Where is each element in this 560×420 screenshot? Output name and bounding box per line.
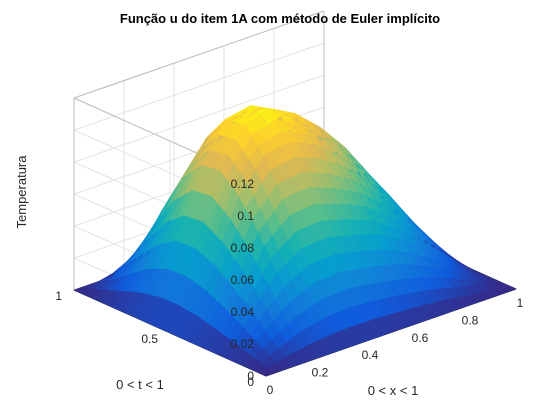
x-axis-label: 0 < x < 1: [368, 383, 419, 398]
z-gridline: [73, 42, 325, 131]
x-tick-label: 0: [267, 383, 274, 397]
x-tick-label: 0.4: [362, 348, 379, 362]
z-tick-label: 0.08: [231, 241, 255, 255]
z-axis-label: Temperatura: [14, 155, 29, 229]
t-tick-label: 0: [247, 375, 254, 389]
z-tick-label: 0.04: [231, 305, 255, 319]
x-tick-label: 0.6: [412, 331, 429, 345]
z-gridline: [73, 74, 325, 163]
z-tick-label: 0.1: [237, 209, 254, 223]
y-axis-label: 0 < t < 1: [116, 377, 164, 392]
x-tick-label: 0.2: [312, 366, 329, 380]
z-tick-label: 0.12: [231, 177, 255, 191]
z-tick-label: 0.02: [231, 337, 255, 351]
surface-mesh: [73, 105, 517, 377]
x-tick-label: 1: [517, 296, 524, 310]
t-tick-label: 0.5: [141, 332, 158, 346]
chart-title: Função u do item 1A com método de Euler …: [120, 11, 440, 26]
z-tick-label: 0.06: [231, 273, 255, 287]
tick-labels: 0 0.02 0.04 0.06 0.08 0.1 0.12 0 0.2 0.4 0.6 0.8 1 0 0…: [55, 177, 523, 397]
t-tick-label: 1: [55, 289, 62, 303]
box-edge: [73, 10, 325, 99]
surface-patch: [500, 285, 517, 293]
z-tick-label: 0: [247, 369, 254, 383]
x-tick-label: 0.8: [462, 313, 479, 327]
